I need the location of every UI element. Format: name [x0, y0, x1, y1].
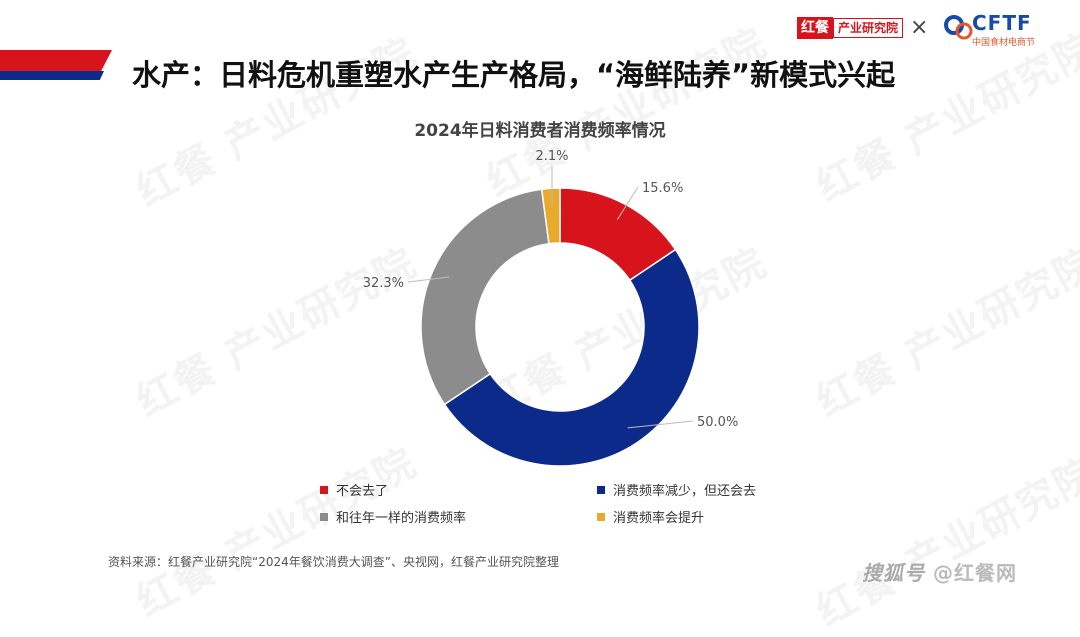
legend-label: 不会去了 — [336, 480, 388, 499]
legend-label: 消费频率会提升 — [613, 507, 704, 526]
chart-legend: 不会去了 消费频率减少，但还会去 和往年一样的消费频率 消费频率会提升 — [320, 480, 820, 526]
legend-swatch — [320, 513, 328, 521]
footer-brand: 搜狐号 @红餐网 — [862, 557, 1017, 586]
slice-data-label: 50.0% — [697, 415, 738, 430]
legend-label: 和往年一样的消费频率 — [336, 507, 466, 526]
legend-item: 消费频率减少，但还会去 — [597, 480, 817, 499]
donut-slice — [421, 189, 549, 404]
legend-item: 不会去了 — [320, 480, 597, 499]
legend-swatch — [597, 513, 605, 521]
source-note: 资料来源：红餐产业研究院“2024年餐饮消费大调查”、央视网，红餐产业研究院整理 — [108, 553, 559, 570]
slice-data-label: 15.6% — [642, 181, 683, 196]
legend-item: 和往年一样的消费频率 — [320, 507, 597, 526]
legend-item: 消费频率会提升 — [597, 507, 817, 526]
slice-data-label: 32.3% — [363, 276, 404, 291]
sohu-brand-text: 搜狐号 — [862, 561, 925, 585]
hongcan-handle-text: @红餐网 — [933, 561, 1017, 585]
legend-label: 消费频率减少，但还会去 — [613, 480, 756, 499]
legend-swatch — [320, 486, 328, 494]
legend-swatch — [597, 486, 605, 494]
slice-data-label: 2.1% — [535, 149, 568, 164]
